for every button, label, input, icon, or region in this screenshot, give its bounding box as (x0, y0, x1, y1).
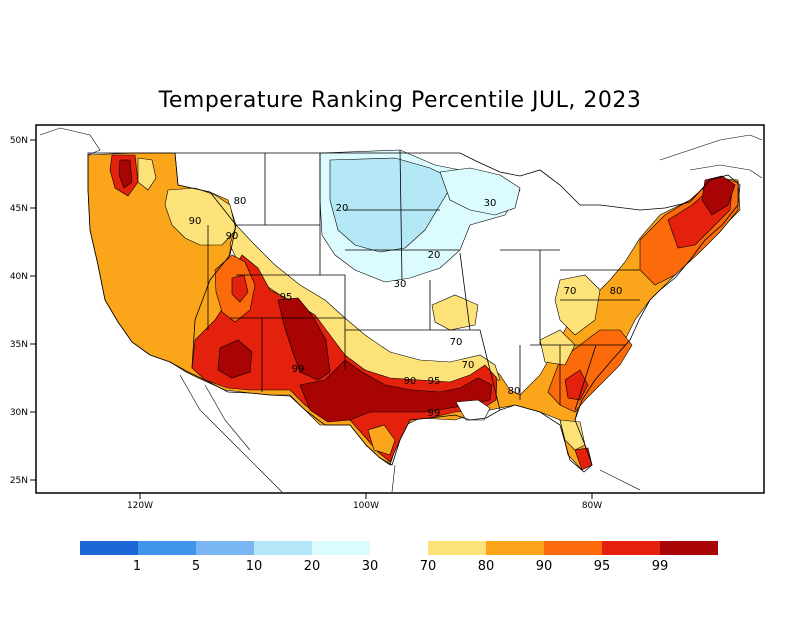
coastlines (39, 127, 763, 493)
lat-tick-30: 30N (10, 408, 28, 418)
northern-plains-region-10-20 (329, 157, 456, 253)
contour-labels: 20 20 30 30 70 70 70 80 80 80 90 90 90 9… (189, 196, 623, 419)
legend-swatch-cool (80, 541, 138, 555)
lon-tick-120w: 120W (127, 501, 153, 511)
legend-label-80: 80 (478, 559, 495, 574)
contour-label: 90 (226, 231, 239, 242)
contour-label: 80 (508, 386, 521, 397)
texas-region-99 (299, 359, 493, 423)
great-basin-region-95-99 (231, 274, 249, 303)
lat-tick-50: 50N (10, 136, 28, 146)
legend-swatch-warm (486, 541, 544, 555)
legend-swatch-warm (428, 541, 486, 555)
legend-labels: 1 5 10 20 30 70 80 90 95 99 (133, 559, 668, 574)
contour-label: 95 (280, 292, 293, 303)
washington-region-99 (118, 159, 133, 189)
legend-label-10: 10 (246, 559, 263, 574)
shaded-regions (87, 149, 741, 471)
legend-label-70: 70 (420, 559, 437, 574)
great-lakes-region-20-30 (439, 167, 521, 216)
georgia-region-95-99 (564, 369, 589, 401)
contour-label: 99 (292, 364, 305, 375)
map-title: Temperature Ranking Percentile JUL, 2023 (158, 88, 642, 113)
state-boundaries (87, 149, 741, 473)
legend-swatch-cool (196, 541, 254, 555)
legend-label-95: 95 (594, 559, 611, 574)
legend-label-30: 30 (362, 559, 379, 574)
contour-label: 70 (450, 337, 463, 348)
lon-tick-80w: 80W (582, 501, 602, 511)
contour-label: 30 (394, 279, 407, 290)
lat-tick-25: 25N (10, 476, 28, 486)
texas-coast-region-80-90 (367, 424, 396, 456)
contour-label: 20 (336, 203, 349, 214)
legend-swatch-cool (138, 541, 196, 555)
legend-swatch-cool (254, 541, 312, 555)
lat-axis (30, 139, 36, 481)
legend-label-99: 99 (652, 559, 669, 574)
legend-label-90: 90 (536, 559, 553, 574)
louisiana-coast-patch (455, 399, 491, 421)
contour-label: 20 (428, 250, 441, 261)
legend-swatch-warm (602, 541, 660, 555)
lat-tick-40: 40N (10, 272, 28, 282)
montana-region-70-80 (137, 157, 157, 191)
contour-label: 90 (404, 376, 417, 387)
lon-axis (139, 493, 593, 499)
contour-label: 99 (428, 408, 441, 419)
contour-label: 80 (234, 196, 247, 207)
southwest-region-99 (277, 297, 331, 381)
lon-tick-100w: 100W (353, 501, 379, 511)
mid-atlantic-region-70-80 (554, 274, 601, 336)
lat-tick-35: 35N (10, 340, 28, 350)
legend-colorbar (80, 541, 718, 555)
legend-swatch-warm (660, 541, 718, 555)
florida-region-70-80 (559, 419, 586, 451)
legend-label-1: 1 (133, 559, 141, 574)
legend-label-5: 5 (192, 559, 200, 574)
contour-label: 70 (462, 360, 475, 371)
lat-tick-45: 45N (10, 204, 28, 214)
contour-label: 95 (428, 376, 441, 387)
maine-region-99 (701, 175, 736, 216)
contour-label: 80 (610, 286, 623, 297)
contour-label: 90 (189, 216, 202, 227)
contour-label: 70 (564, 286, 577, 297)
arizona-region-99 (217, 339, 253, 379)
legend-swatch-warm (544, 541, 602, 555)
contour-label: 30 (484, 198, 497, 209)
kentucky-region-70-80 (539, 329, 576, 366)
legend-swatch-cool (312, 541, 370, 555)
legend-label-20: 20 (304, 559, 321, 574)
